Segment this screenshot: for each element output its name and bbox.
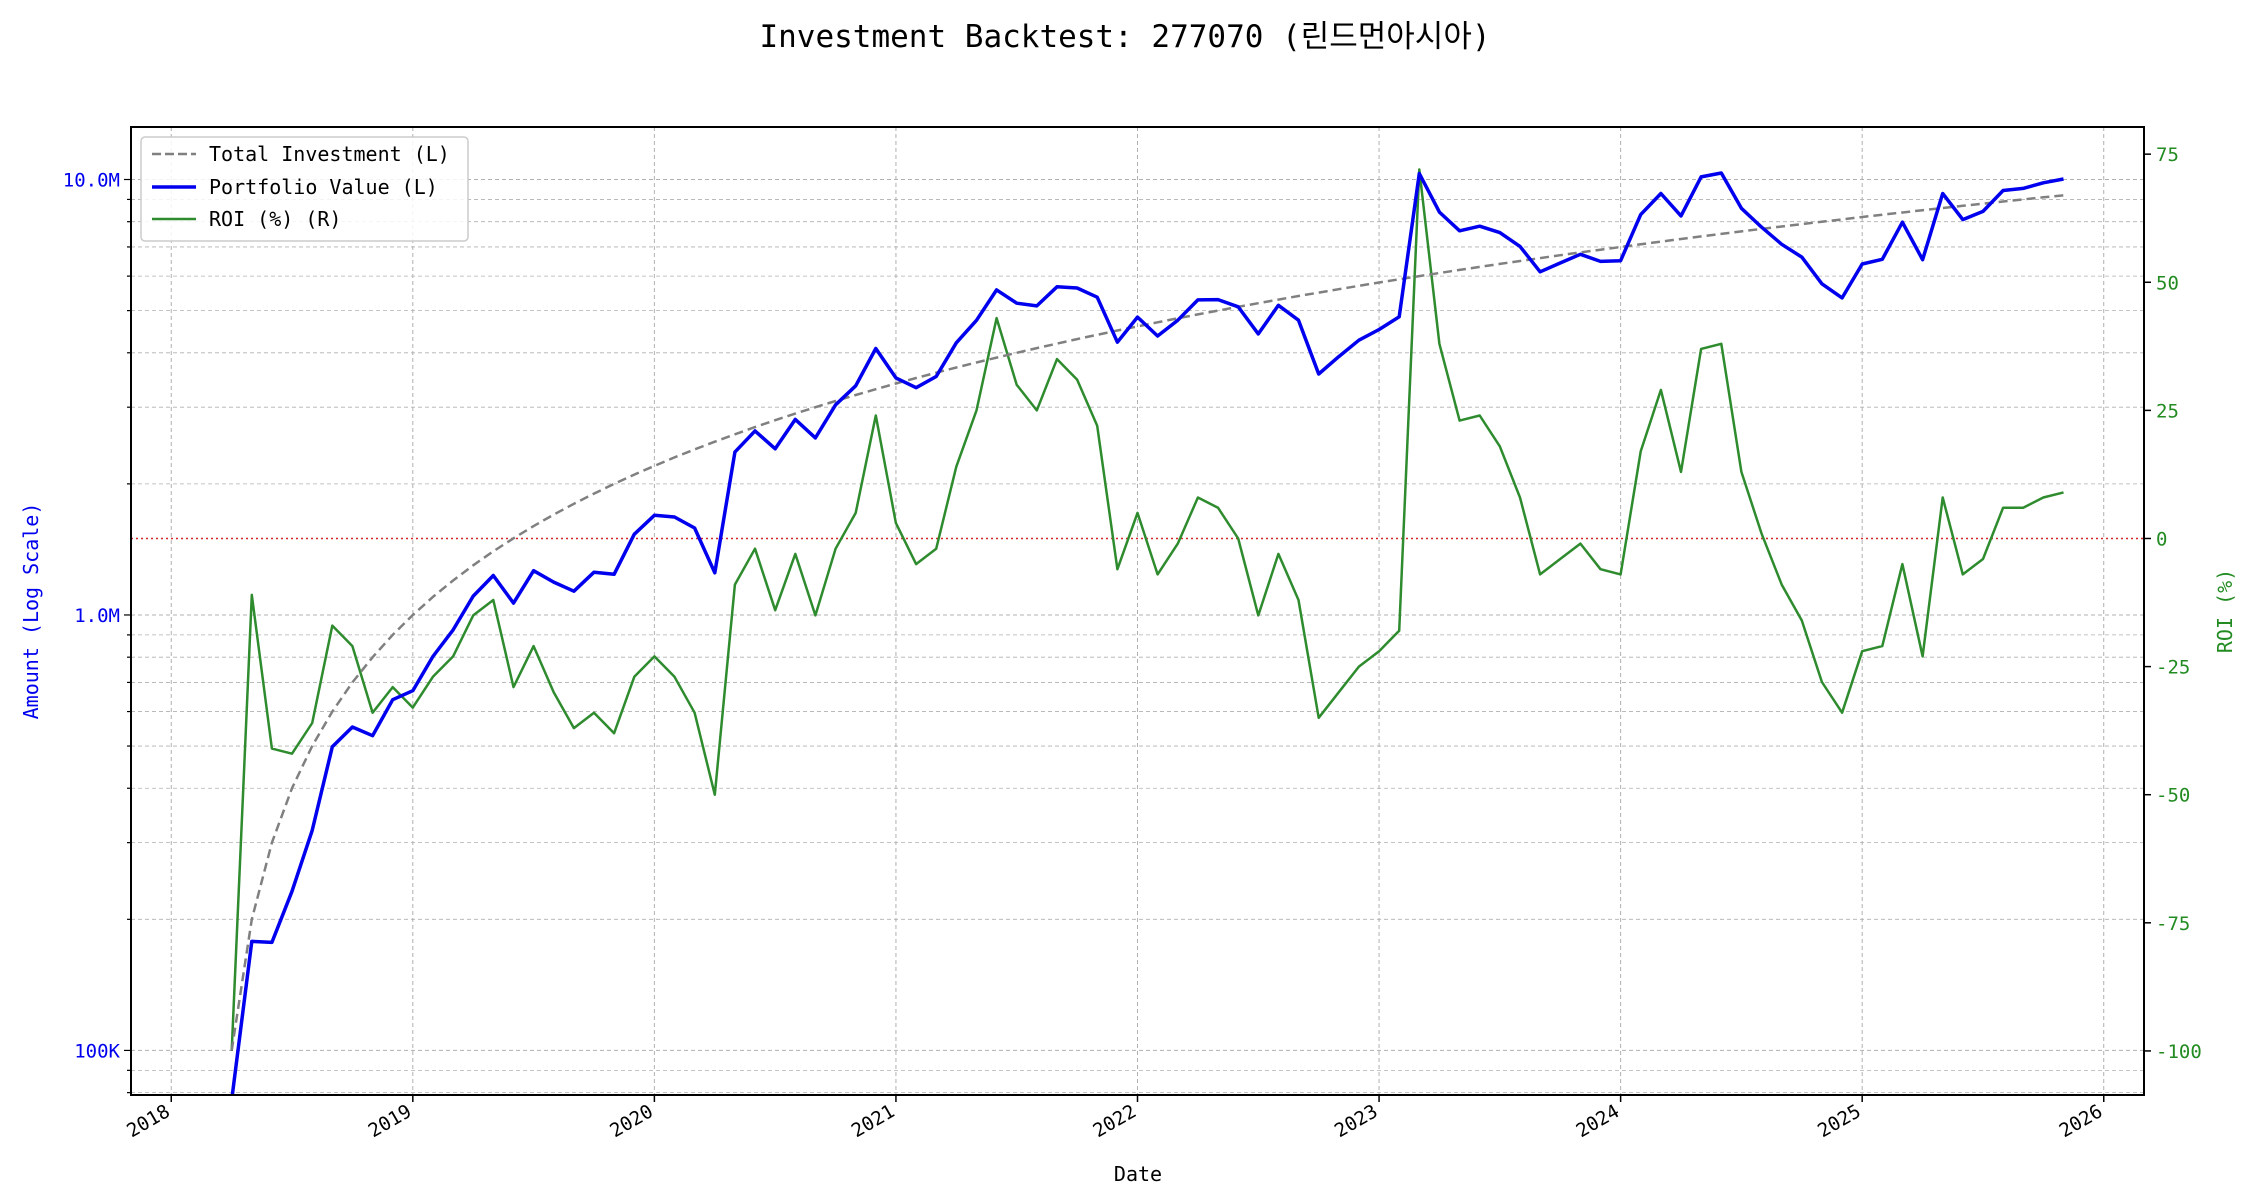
- legend-box: [140, 136, 469, 242]
- x-tick-label: 2019: [365, 1100, 416, 1142]
- legend-label-total-investment: Total Investment (L): [209, 142, 450, 166]
- y-right-tick-label: 25: [2156, 400, 2179, 422]
- x-tick-label: 2024: [1572, 1100, 1623, 1142]
- total-investment-line: [230, 194, 2064, 1051]
- chart-title: Investment Backtest: 277070 (린드먼아시아): [759, 19, 1490, 55]
- y-axis-left-label: Amount (Log Scale): [19, 503, 43, 720]
- y-left-tick-label: 10.0M: [63, 170, 120, 192]
- legend-label-portfolio-value: Portfolio Value (L): [209, 175, 438, 199]
- y-right-tick-label: -50: [2156, 785, 2190, 807]
- y-axis-right: -100 -75 -50 -25 0 25 50 75: [2144, 144, 2202, 1063]
- y-right-tick-label: -100: [2156, 1041, 2202, 1063]
- x-axis-label: Date: [1114, 1162, 1162, 1186]
- y-right-tick-label: -75: [2156, 913, 2190, 935]
- y-left-tick-label: 1.0M: [74, 605, 120, 627]
- y-right-tick-label: -25: [2156, 657, 2190, 679]
- legend-label-roi: ROI (%) (R): [209, 207, 341, 231]
- legend: Total Investment (L) Portfolio Value (L)…: [140, 136, 469, 242]
- y-right-tick-label: 75: [2156, 144, 2179, 166]
- series-lines: [230, 168, 2064, 1095]
- x-tick-label: 2022: [1089, 1100, 1140, 1142]
- x-axis: 2018 2019 2020 2021 2022 2023 2024 2025 2026: [123, 1095, 2106, 1142]
- y-right-tick-label: 50: [2156, 272, 2179, 294]
- x-tick-label: 2021: [848, 1100, 899, 1142]
- grid: [131, 127, 2144, 1095]
- portfolio-value-line: [230, 171, 2064, 1095]
- x-tick-label: 2018: [123, 1100, 174, 1142]
- x-tick-label: 2025: [1814, 1100, 1865, 1142]
- x-tick-label: 2023: [1331, 1100, 1382, 1142]
- x-tick-label: 2026: [2056, 1100, 2107, 1142]
- y-axis-left: 100K 1.0M 10.0M: [63, 170, 131, 1094]
- y-left-tick-label: 100K: [74, 1040, 120, 1062]
- y-right-tick-label: 0: [2156, 528, 2167, 550]
- x-tick-label: 2020: [606, 1100, 657, 1142]
- y-axis-right-label: ROI (%): [2213, 569, 2237, 653]
- roi-line: [230, 168, 2064, 1051]
